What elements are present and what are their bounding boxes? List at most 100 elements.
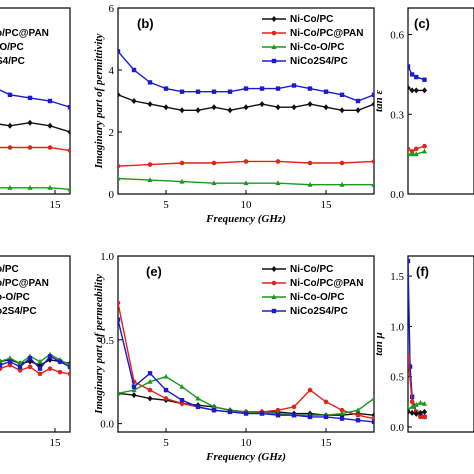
data-point	[413, 151, 419, 157]
legend-label: S4/PC	[0, 56, 25, 67]
data-point	[147, 387, 153, 393]
data-point	[355, 418, 361, 423]
data-point	[7, 355, 13, 361]
x-tick-label: 10	[241, 199, 253, 211]
y-tick-label: 0.0	[390, 422, 404, 434]
data-point	[67, 371, 70, 377]
panel-label: (c)	[414, 16, 430, 31]
data-point	[409, 87, 415, 94]
data-point	[118, 175, 121, 181]
data-point	[47, 122, 53, 129]
data-point	[339, 416, 345, 421]
data-point	[307, 181, 313, 187]
y-axis-label: tan μ	[373, 332, 385, 356]
series-line	[118, 302, 374, 420]
y-tick-label: 0.6	[390, 30, 404, 42]
data-point	[17, 360, 23, 366]
data-point	[243, 411, 249, 416]
x-tick-label: 15	[50, 199, 62, 211]
data-point	[409, 72, 415, 77]
data-point	[243, 86, 249, 91]
axes-frame	[407, 7, 474, 195]
data-point	[413, 410, 419, 417]
data-point	[27, 145, 33, 150]
data-point	[291, 104, 297, 111]
legend-label: o/PC@PAN	[0, 278, 49, 289]
legend-label: o/PC	[0, 264, 19, 275]
data-point	[195, 107, 201, 114]
panel-f: 0.0 0.5 1.0 1.5 tan μ (f)	[373, 255, 474, 434]
data-point	[147, 80, 153, 85]
data-point	[417, 400, 423, 405]
axes-frame	[407, 255, 474, 433]
panel-a: 15 o/PC@PAN -O/PC S4/PC	[0, 7, 71, 211]
data-point	[409, 409, 415, 416]
data-point	[131, 387, 137, 393]
data-point	[339, 92, 345, 97]
x-tick-label: 10	[241, 437, 253, 449]
data-point	[417, 409, 423, 416]
data-point	[307, 160, 313, 166]
data-point	[323, 104, 329, 111]
data-point	[67, 148, 70, 153]
data-point	[67, 129, 70, 135]
data-point	[355, 412, 361, 418]
data-point	[422, 414, 427, 420]
data-point	[163, 387, 169, 393]
data-point	[179, 160, 185, 166]
data-point	[355, 107, 361, 114]
data-point	[422, 77, 427, 82]
legend-label: NiCo2S4/PC	[290, 306, 348, 317]
data-point	[323, 414, 329, 420]
data-point	[371, 419, 374, 425]
data-point	[7, 145, 13, 150]
data-point	[371, 416, 374, 421]
legend-label: o2S4/PC	[0, 306, 37, 317]
data-point	[179, 107, 185, 114]
data-point	[67, 105, 70, 110]
data-point	[413, 87, 419, 94]
data-point	[339, 410, 345, 416]
data-point	[408, 364, 413, 369]
data-point	[147, 371, 153, 376]
legend-label: -O/PC	[0, 42, 24, 53]
panel-b: 5 10 15 0 2 4 6 Frequency (GHz) Imaginary part o…	[93, 3, 375, 225]
data-point	[118, 49, 121, 54]
data-point	[131, 392, 137, 399]
data-point	[17, 368, 23, 373]
y-tick-label: 1.5	[390, 271, 404, 283]
data-point	[307, 101, 313, 108]
data-point	[408, 151, 411, 157]
data-point	[307, 387, 313, 393]
data-point	[408, 354, 411, 359]
data-point	[227, 89, 233, 94]
data-point	[275, 180, 281, 186]
data-point	[0, 366, 3, 371]
data-point	[414, 74, 419, 80]
legend: Ni-Co/PC Ni-Co/PC@PAN Ni-Co-O/PC NiCo2S4/PC	[262, 264, 363, 317]
data-point	[421, 408, 428, 415]
data-point	[57, 359, 63, 364]
data-point	[17, 364, 23, 370]
data-point	[195, 89, 201, 94]
data-point	[131, 67, 137, 73]
series-line	[408, 150, 425, 155]
data-point	[7, 92, 13, 97]
data-point	[259, 101, 265, 108]
y-axis-label: Imaginary part of permittivity	[93, 34, 105, 170]
data-point	[47, 145, 53, 150]
data-point	[131, 384, 137, 389]
data-point	[339, 107, 345, 114]
data-point	[408, 408, 411, 415]
data-point	[27, 364, 33, 370]
legend-label: Ni-Co/PC@PAN	[290, 28, 363, 39]
data-point	[27, 119, 33, 126]
axes-frame	[0, 7, 71, 195]
data-point	[47, 366, 53, 371]
data-point	[7, 362, 13, 368]
legend-marker	[271, 280, 277, 286]
data-point	[147, 378, 153, 384]
data-point	[413, 402, 419, 407]
data-point	[355, 98, 361, 104]
